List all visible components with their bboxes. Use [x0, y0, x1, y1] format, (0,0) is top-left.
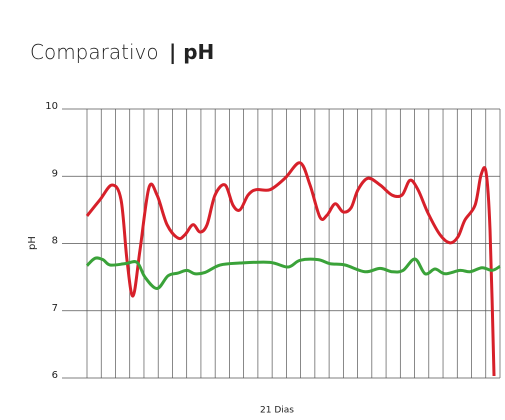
y-axis-label: pH [27, 236, 38, 250]
y-tick-label: 7 [52, 303, 58, 314]
y-tick-label: 10 [45, 101, 58, 112]
data-line [85, 161, 496, 377]
title-light: Comparativo [30, 40, 159, 64]
y-tick-label: 8 [52, 236, 58, 247]
x-axis-label: 21 Dias [260, 406, 294, 416]
plot-area: 6 7 8 9 10 [45, 101, 501, 381]
data-line [85, 256, 501, 291]
y-tick-label: 9 [52, 168, 58, 179]
chart-title: Comparativo | pH [30, 40, 214, 64]
title-bold: | pH [169, 40, 214, 64]
y-tick-label: 6 [52, 370, 58, 381]
